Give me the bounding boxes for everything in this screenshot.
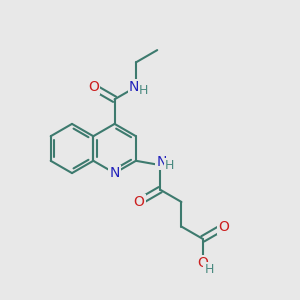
Text: O: O — [197, 256, 208, 271]
Text: H: H — [165, 159, 174, 172]
Text: N: N — [110, 166, 120, 180]
Text: O: O — [88, 80, 99, 94]
Text: H: H — [205, 263, 214, 276]
Text: N: N — [157, 155, 167, 169]
Text: N: N — [129, 80, 139, 94]
Text: O: O — [134, 195, 144, 209]
Text: O: O — [219, 220, 230, 234]
Text: H: H — [139, 84, 148, 97]
